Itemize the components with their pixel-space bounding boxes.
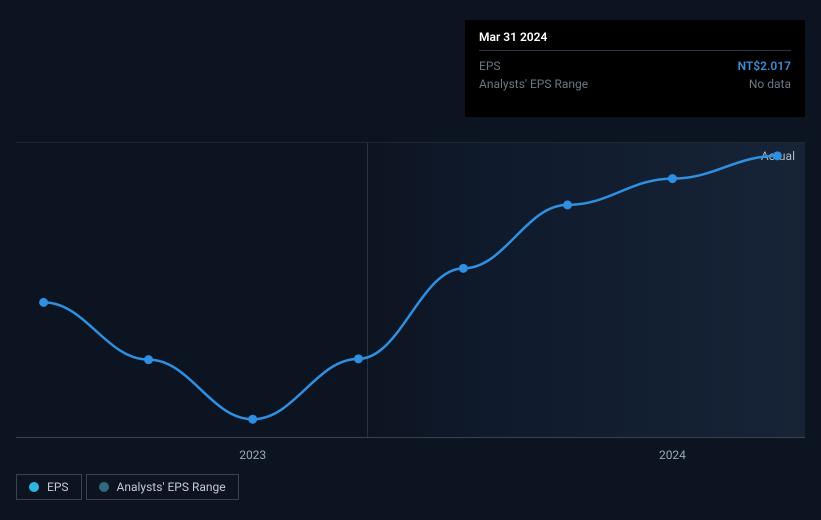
- tooltip-key: EPS: [479, 57, 501, 75]
- legend-item-eps[interactable]: EPS: [16, 474, 82, 500]
- tooltip-value: No data: [749, 75, 791, 93]
- tooltip-key: Analysts' EPS Range: [479, 75, 588, 93]
- legend-item-range[interactable]: Analysts' EPS Range: [86, 474, 239, 500]
- eps-marker[interactable]: [40, 298, 48, 306]
- eps-line: [44, 156, 778, 419]
- eps-marker[interactable]: [564, 201, 572, 209]
- legend-swatch-icon: [99, 482, 109, 492]
- legend-label: Analysts' EPS Range: [117, 480, 226, 494]
- plot-region[interactable]: Actual: [16, 142, 805, 438]
- tooltip-row-range: Analysts' EPS Range No data: [479, 75, 791, 93]
- eps-marker[interactable]: [668, 175, 676, 183]
- eps-marker[interactable]: [249, 415, 257, 423]
- x-axis: 2023 2024: [16, 444, 805, 468]
- x-axis-tick: 2024: [659, 448, 686, 462]
- legend-swatch-icon: [29, 482, 39, 492]
- x-axis-tick: 2023: [239, 448, 266, 462]
- eps-marker[interactable]: [773, 152, 781, 160]
- chart-area: NT$2 NT$0.2 Actual 2023 2024 EPS Analyst…: [16, 120, 805, 496]
- tooltip-panel: Mar 31 2024 EPS NT$2.017 Analysts' EPS R…: [465, 20, 805, 117]
- eps-marker[interactable]: [459, 264, 467, 272]
- line-chart-svg: [16, 143, 805, 437]
- tooltip-value: NT$2.017: [738, 57, 791, 75]
- chart-container: Mar 31 2024 EPS NT$2.017 Analysts' EPS R…: [0, 0, 821, 520]
- eps-marker[interactable]: [354, 355, 362, 363]
- legend: EPS Analysts' EPS Range: [16, 474, 239, 500]
- tooltip-title: Mar 31 2024: [479, 30, 791, 51]
- legend-label: EPS: [47, 480, 69, 494]
- tooltip-row-eps: EPS NT$2.017: [479, 57, 791, 75]
- eps-marker[interactable]: [145, 356, 153, 364]
